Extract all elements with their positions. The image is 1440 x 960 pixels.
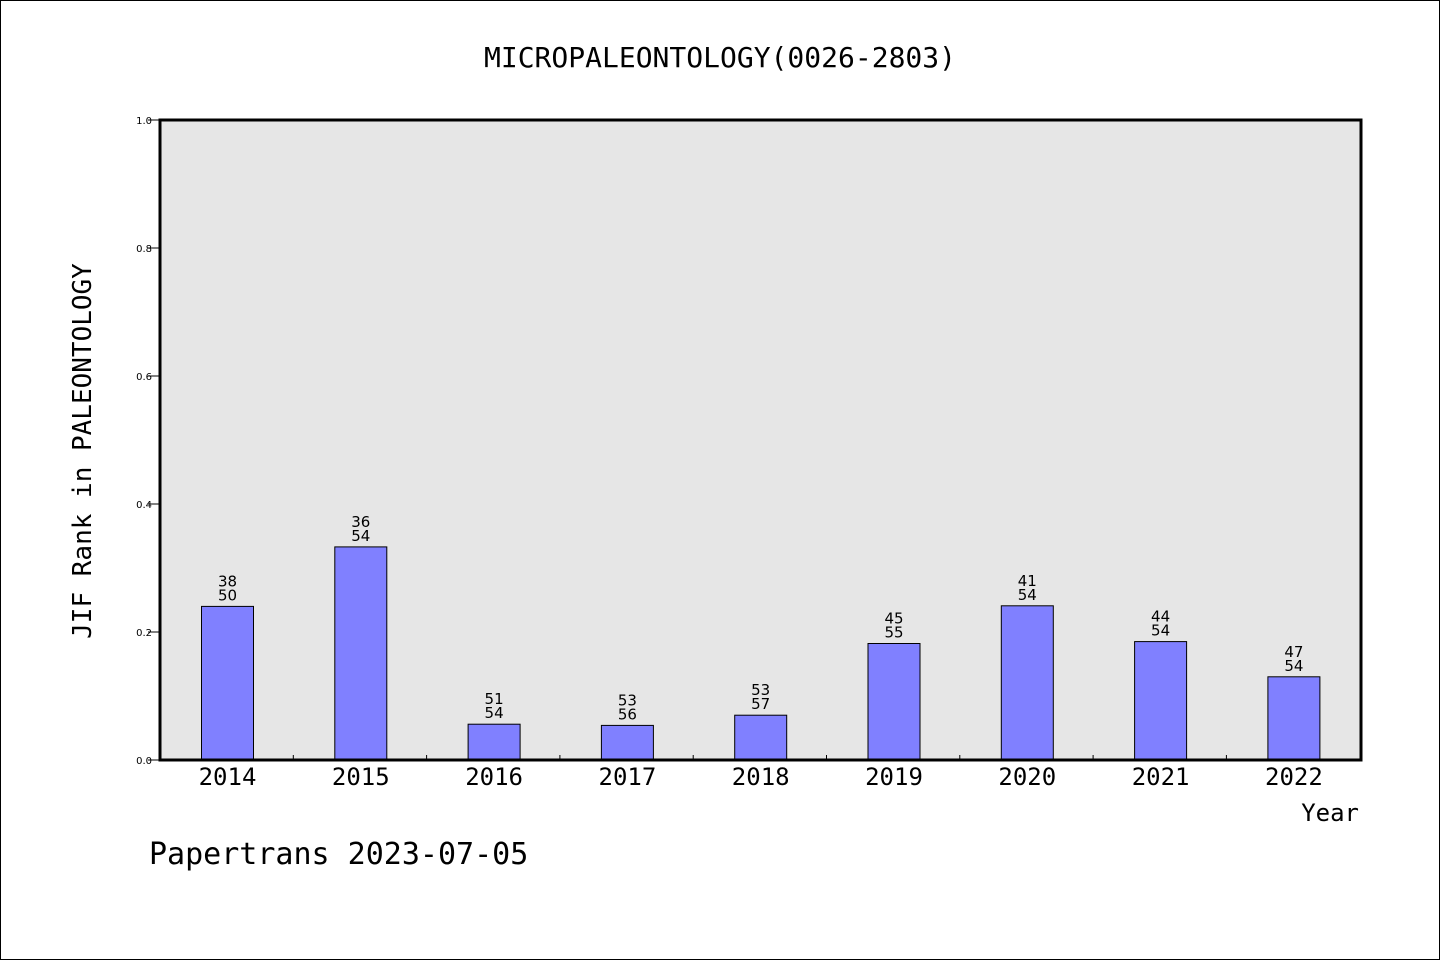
bar-2014 <box>201 605 254 761</box>
bar-label-top-2018: 53 <box>751 681 770 699</box>
x-tick-label-2015: 2015 <box>332 763 390 791</box>
y-tick-label: 0.6 <box>136 372 152 383</box>
bar-label-bottom-2021: 54 <box>1151 622 1170 640</box>
y-tick-label: 0.4 <box>136 500 152 511</box>
x-tick-label-2016: 2016 <box>465 763 523 791</box>
bar-2020 <box>1000 605 1054 761</box>
bar-label-top-2016: 51 <box>485 690 504 708</box>
x-tick-label-2020: 2020 <box>998 763 1056 791</box>
bar-label-bottom-2017: 56 <box>618 705 637 723</box>
x-tick-label-2021: 2021 <box>1132 763 1190 791</box>
bar-2022 <box>1267 676 1321 761</box>
y-axis: 0.0 0.2 0.4 0.6 0.8 1.0 <box>136 116 160 767</box>
bar-label-top-2019: 45 <box>884 610 903 628</box>
bar-label-bottom-2022: 54 <box>1284 657 1303 675</box>
y-tick-label: 1.0 <box>136 116 152 127</box>
bar-label-bottom-2018: 57 <box>751 695 770 713</box>
bars-group <box>201 546 1321 761</box>
bar-label-bottom-2019: 55 <box>884 624 903 642</box>
bar-label-bottom-2015: 54 <box>351 527 370 545</box>
bar-label-top-2014: 38 <box>218 572 237 590</box>
x-axis-label: Year <box>1301 799 1359 827</box>
x-tick-label-2019: 2019 <box>865 763 923 791</box>
bar-2017 <box>600 724 654 761</box>
bar-label-bottom-2014: 50 <box>218 586 237 604</box>
bar-label-top-2020: 41 <box>1018 572 1037 590</box>
x-tick-label-2022: 2022 <box>1265 763 1323 791</box>
bar-label-top-2021: 44 <box>1151 608 1170 626</box>
bar-2021 <box>1134 641 1188 761</box>
bar-label-top-2015: 36 <box>351 513 370 531</box>
x-tick-label-2014: 2014 <box>199 763 257 791</box>
y-axis-label: JIF Rank in PALEONTOLOGY <box>68 263 98 639</box>
bar-label-top-2017: 53 <box>618 691 637 709</box>
plot-border <box>158 118 1363 762</box>
x-tick-label-2018: 2018 <box>732 763 790 791</box>
bar-2015 <box>334 546 388 761</box>
bar-label-bottom-2020: 54 <box>1018 586 1037 604</box>
bar-label-top-2022: 47 <box>1284 643 1303 661</box>
bar-label-bottom-2016: 54 <box>485 704 504 722</box>
bar-2019 <box>867 643 921 761</box>
footer-credit: Papertrans 2023-07-05 <box>149 837 528 872</box>
x-axis: 2014 2015 2016 2017 2018 2019 2020 2021 2022 <box>199 755 1323 791</box>
x-tick-label-2017: 2017 <box>599 763 657 791</box>
bar-2018 <box>734 714 788 761</box>
y-tick-label: 0.8 <box>136 244 152 255</box>
y-tick-label: 0.0 <box>136 756 152 767</box>
bar-2016 <box>467 723 521 761</box>
y-tick-label: 0.2 <box>136 628 152 639</box>
chart-title: MICROPALEONTOLOGY(0026-2803) <box>484 41 956 74</box>
